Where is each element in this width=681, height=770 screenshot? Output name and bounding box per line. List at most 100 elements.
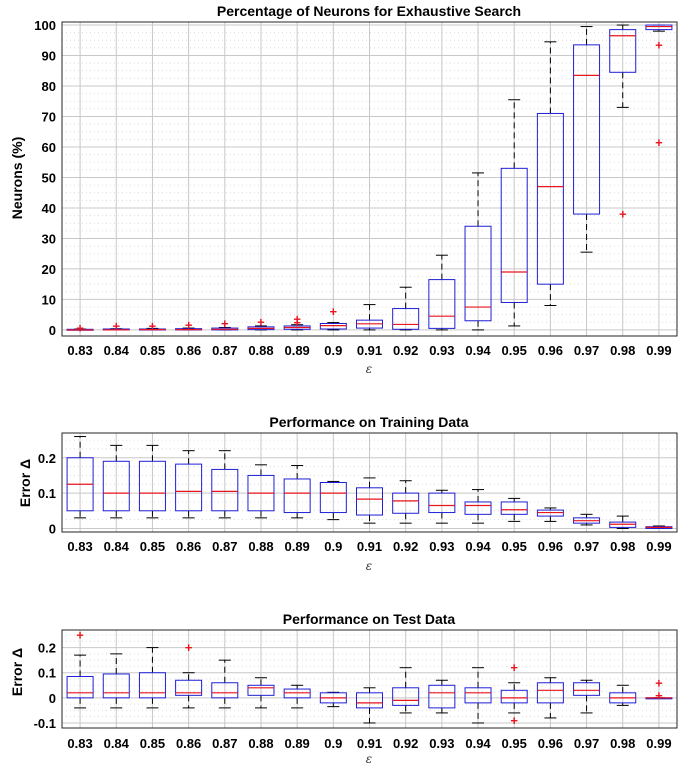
- test-box-0.96: [536, 677, 564, 719]
- test-iqr-box: [175, 679, 203, 696]
- neurons-x-tick-label: 0.94: [465, 343, 491, 358]
- test-iqr-box: [464, 687, 492, 704]
- neurons-box-0.89: ++: [283, 312, 311, 331]
- neurons-outlier-marker: +: [112, 319, 120, 334]
- test-outlier-marker: +: [76, 628, 84, 643]
- training-performance-panel: Performance on Training Data Error Δ ε 0…: [17, 414, 678, 573]
- training-axes-frame: [61, 432, 678, 533]
- training-x-tick-label: 0.88: [248, 539, 273, 554]
- neurons-box-0.85: +: [138, 318, 166, 333]
- test-box-0.98: [609, 684, 637, 706]
- training-box-0.88: [247, 464, 275, 519]
- training-box-0.83: [66, 436, 94, 519]
- test-iqr-box: [138, 672, 166, 699]
- neurons-x-tick-label: 0.92: [393, 343, 418, 358]
- test-iqr-box: [102, 673, 130, 699]
- neurons-y-axis-label: Neurons (%): [9, 137, 25, 219]
- neurons-y-tick-label: 50: [42, 170, 56, 185]
- neurons-box-0.88: +: [247, 314, 275, 331]
- test-box-0.84: [102, 653, 130, 709]
- neurons-x-tick-label: 0.91: [357, 343, 382, 358]
- test-iqr-box: [66, 675, 94, 699]
- neurons-box-0.99: ++: [645, 24, 673, 150]
- training-box-0.87: [211, 450, 239, 519]
- training-y-tick-label: 0.1: [38, 486, 56, 501]
- training-iqr-box: [319, 482, 347, 514]
- training-x-tick-label: 0.9: [324, 539, 342, 554]
- test-outlier-marker: +: [510, 660, 518, 675]
- test-iqr-box: [500, 689, 528, 704]
- test-x-axis-label: ε: [366, 752, 372, 766]
- test-x-tick-label: 0.85: [140, 736, 165, 751]
- neurons-x-tick-label: 0.9: [324, 343, 342, 358]
- neurons-outlier-marker: +: [257, 314, 265, 329]
- neurons-x-tick-label: 0.83: [67, 343, 92, 358]
- test-box-0.91: [356, 687, 383, 724]
- neurons-box-0.93: [428, 254, 456, 331]
- test-performance-panel: Performance on Test Data Error Δ ε -0.1 0…: [9, 611, 678, 766]
- training-box-0.95: [500, 497, 528, 522]
- training-x-tick-label: 0.99: [646, 539, 671, 554]
- neurons-x-tick-label: 0.87: [212, 343, 237, 358]
- neurons-outlier-marker: +: [149, 318, 157, 333]
- neurons-iqr-box: [609, 29, 637, 73]
- training-box-0.97: [573, 513, 601, 526]
- neurons-y-tick-label: 100: [34, 18, 56, 33]
- neurons-outlier-marker: +: [76, 321, 84, 336]
- neurons-iqr-box: [573, 44, 601, 215]
- neurons-iqr-box: [428, 279, 456, 329]
- test-iqr-box: [211, 682, 239, 699]
- test-x-tick-label: 0.94: [465, 736, 491, 751]
- training-x-tick-label: 0.87: [212, 539, 237, 554]
- neurons-y-tick-label: 90: [42, 49, 56, 64]
- training-box-0.9: [319, 480, 347, 521]
- neurons-y-tick-label: 0: [49, 323, 56, 338]
- test-y-tick-label: 0.1: [38, 666, 56, 681]
- test-box-0.89: [283, 684, 311, 709]
- neurons-outlier-marker: +: [655, 135, 663, 150]
- neurons-outlier-marker: +: [293, 315, 301, 330]
- neurons-box-0.96: [536, 41, 564, 307]
- test-box-0.93: [428, 679, 456, 714]
- neurons-x-tick-label: 0.88: [248, 343, 273, 358]
- training-x-tick-label: 0.94: [465, 539, 491, 554]
- test-outlier-marker: +: [655, 675, 663, 690]
- test-iqr-box: [283, 688, 311, 699]
- training-iqr-box: [428, 492, 456, 514]
- neurons-box-0.87: +: [211, 316, 239, 331]
- test-box-0.86: +: [175, 640, 203, 709]
- training-box-0.94: [464, 489, 492, 524]
- test-box-0.99: ++: [645, 675, 673, 703]
- training-iqr-box: [500, 501, 528, 515]
- neurons-box-0.95: [500, 99, 528, 327]
- test-box-0.85: [138, 647, 166, 709]
- test-x-tick-label: 0.88: [248, 736, 273, 751]
- neurons-y-tick-label: 20: [42, 262, 56, 277]
- test-box-0.97: [573, 679, 601, 714]
- test-y-tick-label: 0: [49, 691, 56, 706]
- neurons-y-tick-label: 80: [42, 79, 56, 94]
- training-y-tick-label: 0: [49, 521, 56, 536]
- test-outlier-marker: +: [655, 688, 663, 703]
- neurons-y-tick-label: 10: [42, 292, 56, 307]
- training-x-tick-label: 0.91: [357, 539, 382, 554]
- training-box-0.96: [536, 507, 564, 522]
- test-iqr-box: [392, 687, 420, 706]
- test-x-tick-label: 0.87: [212, 736, 237, 751]
- test-x-tick-label: 0.95: [502, 736, 527, 751]
- training-iqr-box: [356, 487, 383, 516]
- training-iqr-box: [175, 463, 203, 512]
- neurons-iqr-box: [319, 323, 347, 330]
- test-box-0.88: [247, 677, 275, 709]
- test-x-tick-label: 0.86: [176, 736, 201, 751]
- neurons-x-tick-label: 0.86: [176, 343, 201, 358]
- neurons-grid: [62, 22, 677, 336]
- training-box-0.91: [356, 477, 383, 524]
- training-iqr-box: [102, 460, 130, 512]
- test-x-tick-label: 0.92: [393, 736, 418, 751]
- training-x-tick-label: 0.83: [67, 539, 92, 554]
- training-iqr-box: [392, 492, 420, 514]
- neurons-iqr-box: [645, 24, 673, 31]
- test-box-0.83: +: [66, 628, 94, 709]
